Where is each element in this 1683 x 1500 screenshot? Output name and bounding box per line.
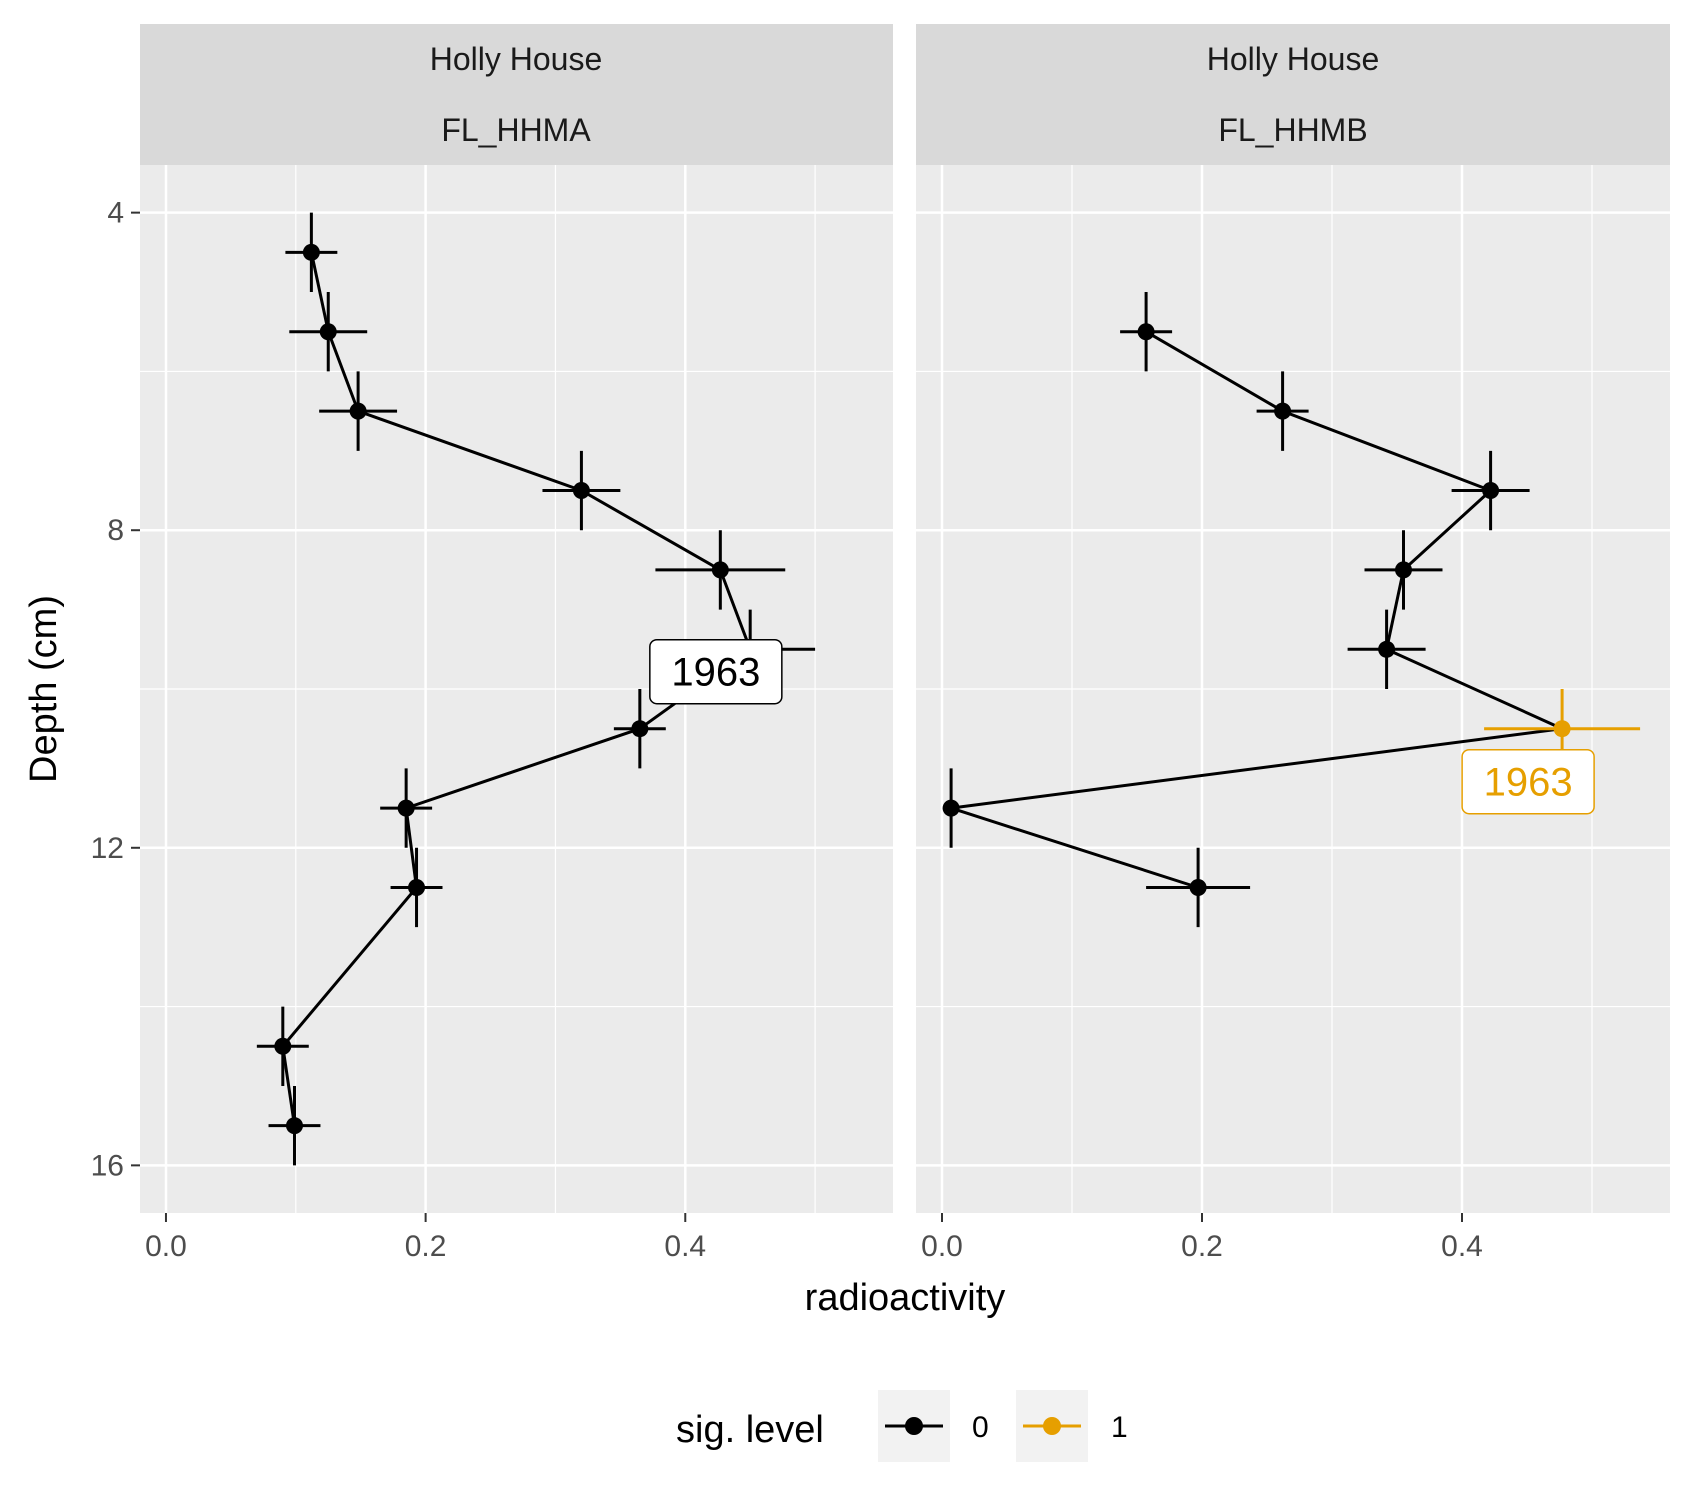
annotation-label-box xyxy=(1461,748,1595,815)
data-point xyxy=(631,720,649,738)
data-point xyxy=(319,323,337,341)
x-tick-label: 0.2 xyxy=(1181,1230,1223,1263)
panel-marks: 1963 xyxy=(256,212,816,1166)
panel-strip-top xyxy=(140,24,893,94)
x-tick-label: 0.2 xyxy=(405,1230,447,1263)
panel-grid xyxy=(140,165,893,1213)
panel-grid xyxy=(916,165,1670,1213)
data-point xyxy=(408,878,426,896)
panel-strip-bottom xyxy=(140,94,893,165)
panel-strip-bottom xyxy=(916,94,1670,165)
x-tick-label: 0.4 xyxy=(664,1230,706,1263)
panel-fl-hhmb: Holly House FL_HHMB 1963 xyxy=(916,24,1670,1213)
annotation-label: 1963 xyxy=(649,638,783,705)
panel-strip-top-label: Holly House xyxy=(1207,41,1380,77)
y-tick-label: 16 xyxy=(91,1149,124,1182)
legend-key-0-point xyxy=(905,1417,923,1435)
y-tick-label: 8 xyxy=(107,514,124,547)
data-point xyxy=(942,799,960,817)
x-tick-label: 0.4 xyxy=(1441,1230,1483,1263)
x-tick-label: 0.0 xyxy=(145,1230,187,1263)
data-point xyxy=(1395,561,1412,579)
y-axis: 4 8 12 16 xyxy=(91,197,140,1182)
y-axis-title: Depth (cm) xyxy=(23,595,65,783)
data-point xyxy=(302,243,320,261)
annotation-label-text: 1963 xyxy=(1484,761,1573,805)
annotation-label: 1963 xyxy=(1461,748,1595,815)
x-axis-title: radioactivity xyxy=(805,1277,1006,1319)
panel-strip-bottom-label: FL_HHMA xyxy=(441,112,591,148)
legend-key-1-point xyxy=(1043,1417,1061,1435)
annotation-label-text: 1963 xyxy=(671,651,760,695)
legend-label-0: 0 xyxy=(972,1411,989,1444)
data-point xyxy=(1137,323,1155,341)
legend-title: sig. level xyxy=(676,1409,824,1451)
data-point xyxy=(1482,482,1500,500)
data-point xyxy=(274,1037,292,1055)
x-tick-label: 0.0 xyxy=(921,1230,963,1263)
series-line xyxy=(950,330,1568,889)
x-axis: 0.0 0.2 0.4 0.0 0.2 0.4 xyxy=(145,1213,1483,1263)
y-tick-label: 4 xyxy=(107,197,124,230)
data-point xyxy=(1274,402,1292,420)
y-tick-label: 12 xyxy=(91,832,124,865)
panel-fl-hhma: Holly House FL_HHMA 1963 xyxy=(140,24,893,1213)
legend-label-1: 1 xyxy=(1111,1411,1128,1444)
legend: sig. level 0 1 xyxy=(676,1390,1128,1462)
panel-strip-bottom-label: FL_HHMB xyxy=(1218,112,1367,148)
panel-strip-top xyxy=(916,24,1670,94)
data-point xyxy=(397,799,415,817)
annotation-label-box xyxy=(649,638,783,705)
data-point xyxy=(1378,640,1396,658)
data-point xyxy=(285,1117,303,1135)
data-point xyxy=(349,402,367,420)
panel-marks: 1963 xyxy=(942,292,1641,928)
panel-strip-top-label: Holly House xyxy=(430,41,603,77)
data-point xyxy=(1553,720,1571,738)
data-point xyxy=(1189,878,1207,896)
data-point xyxy=(711,561,729,579)
data-point xyxy=(572,482,590,500)
